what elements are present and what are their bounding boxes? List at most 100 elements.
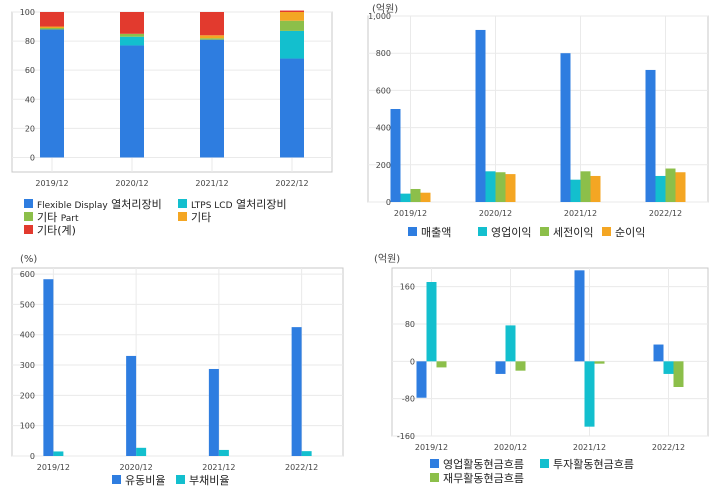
- y-tick-label: -80: [402, 395, 415, 404]
- plot-area: [11, 267, 344, 457]
- bar: [590, 175, 601, 202]
- y-tick-label: 200: [20, 391, 35, 400]
- legend-label: 투자활동현금흐름: [553, 457, 634, 471]
- legend-label: 기타(계): [37, 224, 76, 237]
- legend-label: 영업활동현금흐름: [443, 457, 524, 471]
- bar-segment: [40, 28, 64, 30]
- y-tick-label: 20: [25, 124, 35, 133]
- bar: [485, 171, 496, 202]
- y-tick-label: 0: [386, 198, 391, 207]
- bar: [53, 451, 64, 456]
- bar: [301, 451, 312, 456]
- y-tick-label: 500: [20, 300, 35, 309]
- bar-segment: [120, 33, 144, 37]
- y-tick-label: 100: [20, 422, 35, 431]
- bar: [291, 327, 302, 456]
- y-tick-label: 300: [20, 361, 35, 370]
- legend-label: 기타 Part: [37, 211, 79, 224]
- legend-label: 기타: [191, 211, 211, 224]
- x-tick-label: 2022/12: [649, 209, 682, 218]
- y-tick-label: 0: [30, 153, 35, 162]
- unit-label: (%): [20, 254, 37, 265]
- bar: [436, 361, 447, 368]
- legend-label: 부채비율: [189, 474, 229, 487]
- bar: [663, 361, 674, 374]
- x-tick-label: 2019/12: [37, 463, 70, 472]
- legend-swatch: [602, 227, 611, 236]
- legend-swatch: [24, 225, 33, 234]
- x-tick-label: 2020/12: [120, 463, 153, 472]
- legend-swatch: [540, 459, 549, 468]
- legend-swatch: [176, 475, 185, 484]
- legend-swatch: [408, 227, 417, 236]
- x-tick-label: 2022/12: [285, 463, 318, 472]
- legend-swatch: [24, 212, 33, 221]
- bar: [126, 355, 137, 456]
- x-tick-label: 2020/12: [115, 179, 148, 188]
- bar: [495, 361, 506, 374]
- bar: [655, 175, 666, 202]
- x-tick-label: 2021/12: [564, 209, 597, 218]
- plot-area: [367, 15, 709, 203]
- y-tick-label: 40: [25, 95, 35, 104]
- y-tick-label: 1,000: [368, 12, 391, 21]
- bar: [653, 344, 664, 362]
- legend-label: 매출액: [421, 226, 451, 239]
- y-tick-label: 80: [405, 320, 415, 329]
- legend-swatch: [478, 227, 487, 236]
- bar-segment: [120, 45, 144, 158]
- bar-segment: [280, 20, 304, 31]
- y-tick-label: 80: [25, 37, 35, 46]
- bar: [420, 192, 431, 202]
- bar: [665, 168, 676, 202]
- bar-segment: [40, 29, 64, 158]
- bar: [136, 447, 147, 456]
- bar-segment: [200, 12, 224, 36]
- x-tick-label: 2022/12: [652, 443, 685, 452]
- income-chart: 0 200 400 600 800 1,000(억원) 2019/12 2020/12 2021…: [367, 3, 709, 239]
- unit-label: (억원): [372, 3, 398, 15]
- legend-swatch: [178, 199, 187, 208]
- y-tick-label: 0: [410, 357, 415, 366]
- bar: [475, 29, 486, 203]
- bar: [410, 188, 421, 202]
- bar: [400, 193, 411, 202]
- bar-segment: [280, 30, 304, 59]
- bar: [426, 282, 437, 362]
- bar: [574, 270, 585, 362]
- bar-segment: [280, 58, 304, 158]
- x-tick-label: 2021/12: [202, 463, 235, 472]
- y-tick-label: -160: [397, 432, 415, 441]
- bar-segment: [40, 12, 64, 27]
- bar: [673, 361, 684, 387]
- x-tick-label: 2020/12: [479, 209, 512, 218]
- legend-swatch: [24, 199, 33, 208]
- y-tick-label: 160: [400, 283, 415, 292]
- x-tick-label: 2021/12: [195, 179, 228, 188]
- bar: [580, 171, 591, 202]
- bar: [505, 325, 516, 362]
- x-tick-label: 2019/12: [415, 443, 448, 452]
- legend-label: 유동비율: [125, 474, 165, 487]
- bar-segment: [120, 12, 144, 34]
- bar-segment: [200, 38, 224, 40]
- y-tick-label: 100: [20, 8, 35, 17]
- bar: [495, 172, 506, 202]
- bar: [594, 361, 605, 364]
- bar: [43, 279, 54, 456]
- bar-segment: [120, 36, 144, 46]
- bar: [645, 69, 656, 202]
- ratio-chart: 0 100 200 300 400 500 600 (%) 2019/12 2020/12 2021…: [11, 254, 344, 487]
- sales-composition-chart: 0 20 40 60 80 100 2019/12 2020/12 2021/12 2022/12…: [11, 8, 333, 237]
- y-tick-label: 0: [30, 452, 35, 461]
- bar-segment: [280, 10, 304, 12]
- bar: [505, 174, 516, 202]
- legend-swatch: [430, 473, 439, 482]
- legend-swatch: [112, 475, 121, 484]
- bar-segment: [280, 12, 304, 21]
- legend-label: 영업이익: [491, 226, 531, 239]
- y-tick-label: 600: [376, 86, 391, 95]
- bar: [390, 109, 401, 202]
- bar: [570, 179, 581, 202]
- x-tick-label: 2020/12: [494, 443, 527, 452]
